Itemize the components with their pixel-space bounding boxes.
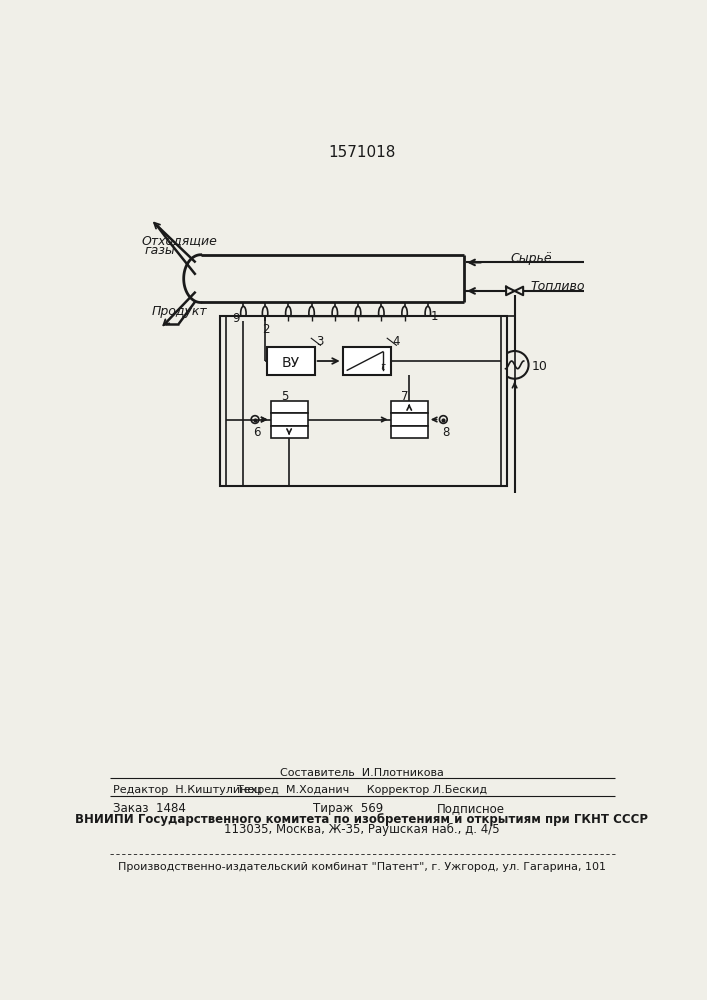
Text: Продукт: Продукт (152, 305, 208, 318)
Text: Отходящие: Отходящие (141, 234, 217, 247)
Ellipse shape (425, 306, 431, 320)
Text: t: t (380, 362, 385, 372)
Text: 8: 8 (442, 426, 449, 439)
Text: 10: 10 (532, 360, 547, 373)
Ellipse shape (309, 306, 315, 320)
Ellipse shape (402, 306, 407, 320)
Text: 3: 3 (316, 335, 324, 348)
Text: 2: 2 (262, 323, 269, 336)
Text: Подписное: Подписное (437, 802, 505, 815)
Text: 9: 9 (233, 312, 240, 325)
Ellipse shape (356, 306, 361, 320)
Text: 6: 6 (252, 426, 260, 439)
Bar (271, 401, 308, 413)
Text: ВУ: ВУ (281, 356, 300, 370)
Text: 5: 5 (281, 390, 288, 403)
Text: ВНИИПИ Государственного комитета по изобретениям и открытиям при ГКНТ СССР: ВНИИПИ Государственного комитета по изоб… (76, 813, 648, 826)
Text: Сырьё: Сырьё (510, 252, 552, 265)
Ellipse shape (262, 306, 268, 320)
Text: 1571018: 1571018 (328, 145, 396, 160)
Text: Топливо: Топливо (530, 280, 585, 293)
Bar (271, 413, 308, 426)
Bar (271, 426, 308, 438)
Text: 7: 7 (402, 390, 409, 403)
Ellipse shape (379, 306, 384, 320)
Ellipse shape (240, 306, 246, 320)
Bar (391, 413, 428, 426)
Text: Составитель  И.Плотникова: Составитель И.Плотникова (280, 768, 444, 778)
Bar (220, 316, 507, 486)
Bar (267, 347, 315, 375)
Text: Тираж  569: Тираж 569 (313, 802, 383, 815)
Ellipse shape (332, 306, 337, 320)
Text: Заказ  1484: Заказ 1484 (113, 802, 186, 815)
Text: 1: 1 (431, 310, 438, 323)
Text: 113035, Москва, Ж-35, Раушская наб., д. 4/5: 113035, Москва, Ж-35, Раушская наб., д. … (224, 823, 500, 836)
Bar (343, 347, 391, 375)
Bar (391, 426, 428, 438)
Bar (391, 401, 428, 413)
Text: Техред  М.Ходанич     Корректор Л.Бескид: Техред М.Ходанич Корректор Л.Бескид (237, 785, 487, 795)
Text: 4: 4 (392, 335, 399, 348)
Text: Редактор  Н.Киштулинец: Редактор Н.Киштулинец (113, 785, 262, 795)
Ellipse shape (286, 306, 291, 320)
Text: Производственно-издательский комбинат "Патент", г. Ужгород, ул. Гагарина, 101: Производственно-издательский комбинат "П… (118, 862, 606, 872)
Text: газы: газы (145, 244, 176, 257)
